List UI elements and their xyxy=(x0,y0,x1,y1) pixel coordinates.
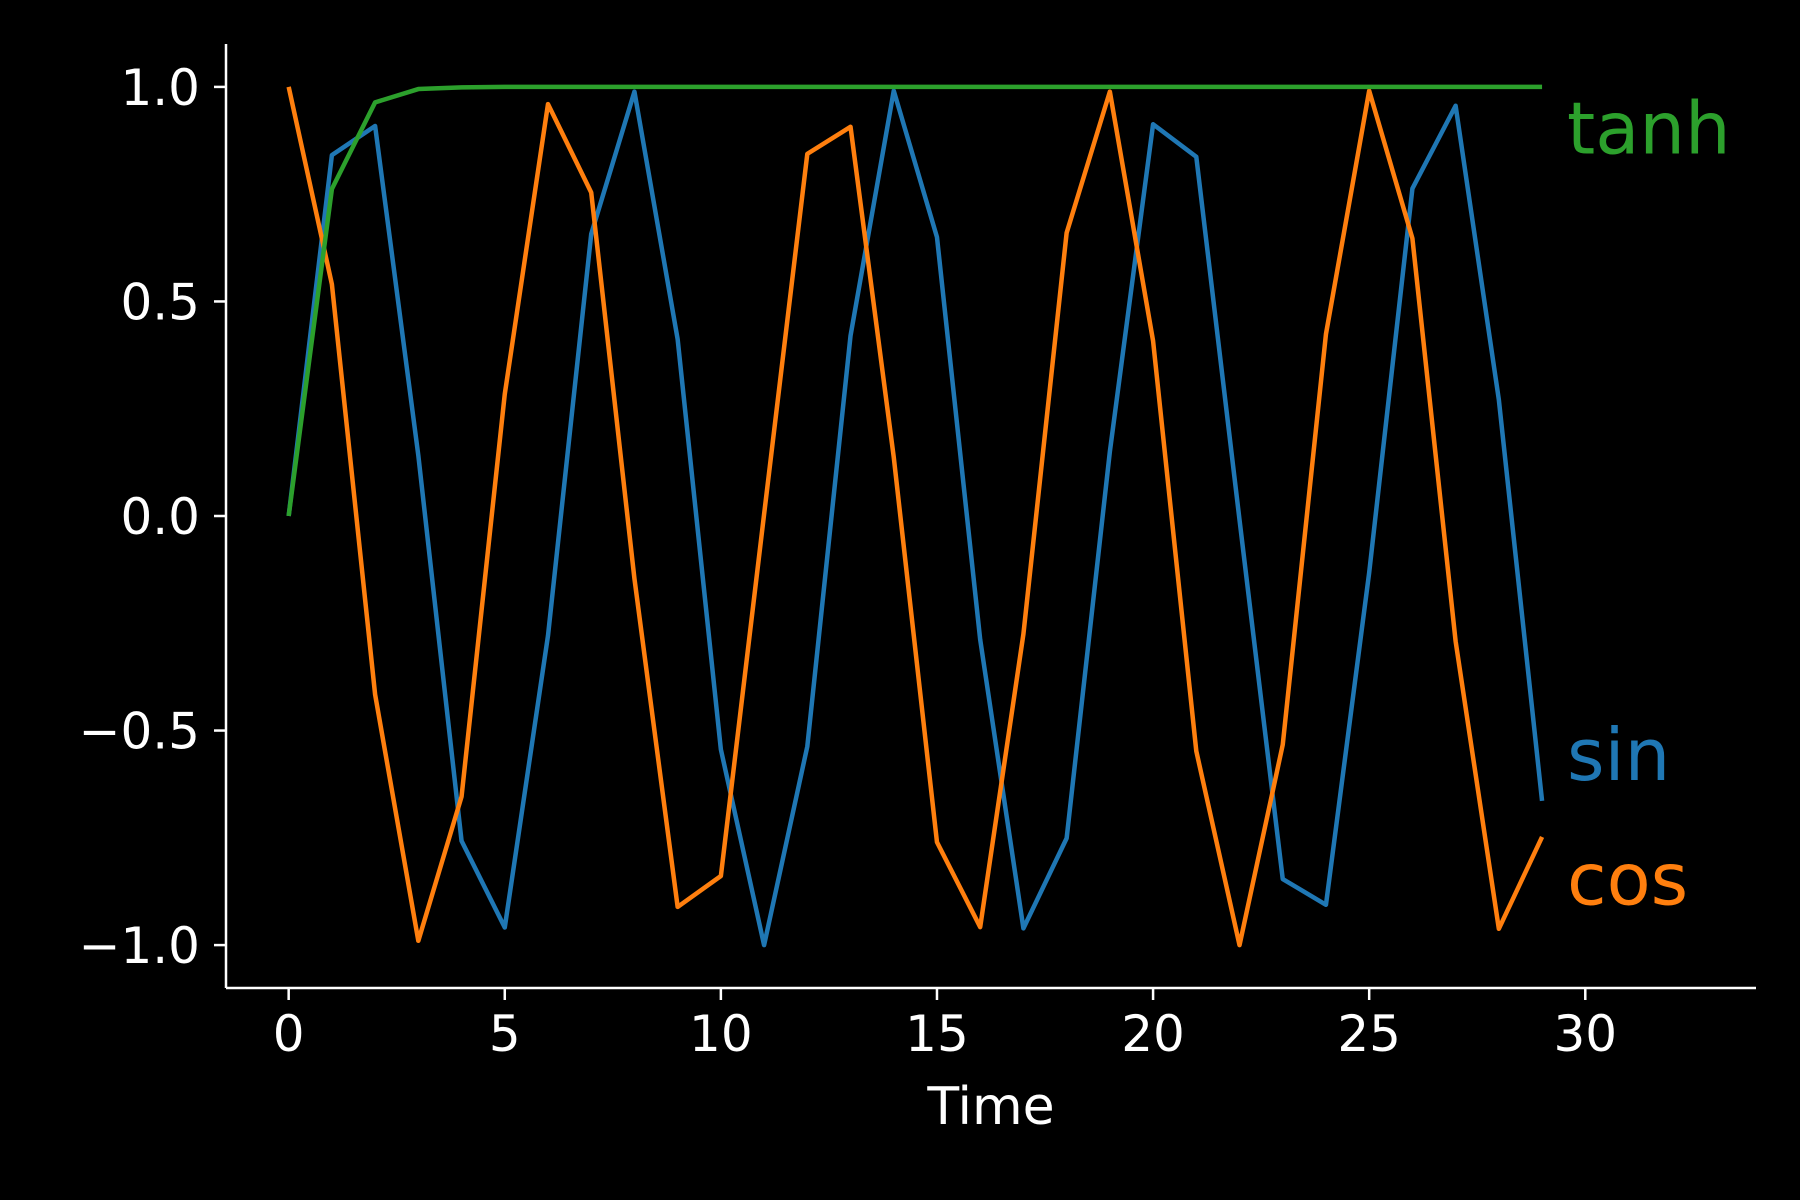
y-tick-label: 0.0 xyxy=(120,488,200,546)
y-tick-label: −1.0 xyxy=(79,917,200,975)
x-tick-label: 5 xyxy=(489,1005,521,1063)
series-label-sin: sin xyxy=(1567,713,1670,797)
series-labels: sin cos tanh xyxy=(1567,87,1731,922)
x-tick-label: 0 xyxy=(273,1005,305,1063)
y-tick-label: −0.5 xyxy=(79,703,200,761)
x-tick-label: 20 xyxy=(1121,1005,1185,1063)
x-tick-label: 30 xyxy=(1553,1005,1617,1063)
y-tick-label: 0.5 xyxy=(120,273,200,331)
x-ticks: 0 5 10 15 20 25 30 xyxy=(273,988,1617,1063)
y-ticks: −1.0 −0.5 0.0 0.5 1.0 xyxy=(79,59,226,975)
lines-layer xyxy=(286,84,1545,948)
x-tick-label: 10 xyxy=(689,1005,753,1063)
series-label-tanh: tanh xyxy=(1567,87,1731,171)
series-line-cos xyxy=(286,86,1545,948)
series-line-sin xyxy=(286,88,1545,948)
x-tick-label: 15 xyxy=(905,1005,969,1063)
x-axis-title: Time xyxy=(926,1077,1054,1137)
series-label-cos: cos xyxy=(1567,838,1688,922)
x-tick-label: 25 xyxy=(1337,1005,1401,1063)
series-line-tanh xyxy=(286,84,1543,517)
y-tick-label: 1.0 xyxy=(120,59,200,117)
